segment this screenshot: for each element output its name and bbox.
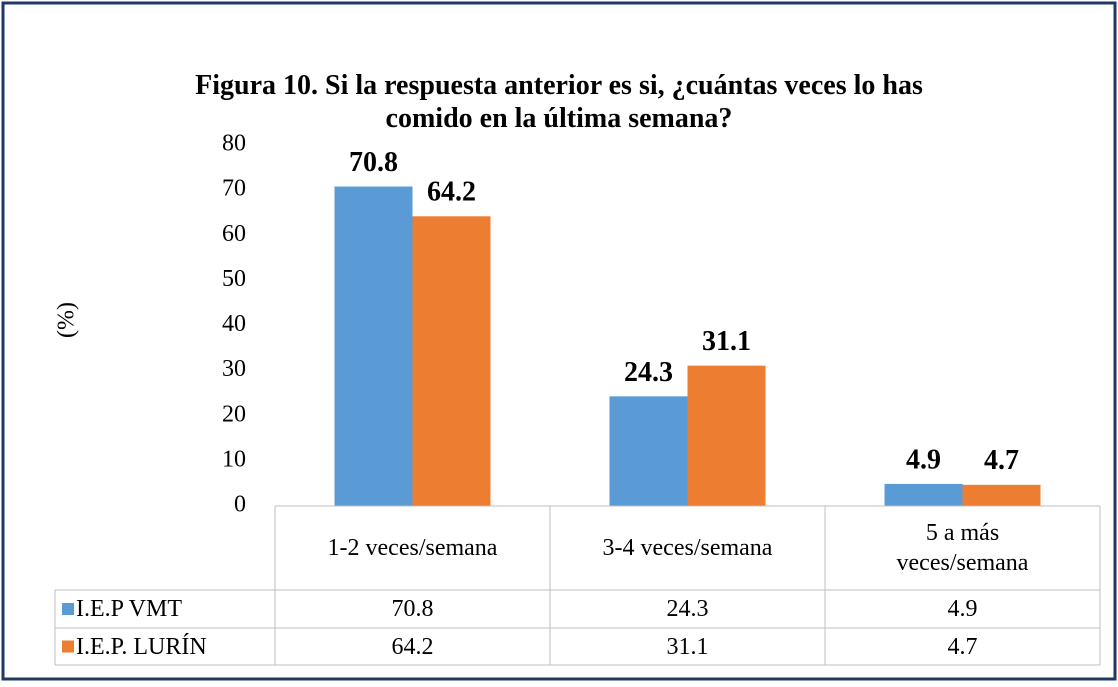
table-value-box: 24.3 bbox=[666, 596, 709, 622]
chart-title: Figura 10. Si la respuesta anterior es s… bbox=[195, 70, 923, 134]
table-value-box: 31.1 bbox=[666, 633, 709, 660]
table-value-box: 4.9 bbox=[947, 596, 978, 622]
legend-label: I.E.P. LURÍN bbox=[76, 633, 207, 660]
table-value-box: 4.7 bbox=[947, 633, 978, 660]
data-label: 31.1 bbox=[702, 326, 751, 357]
bar bbox=[962, 484, 1041, 506]
data-label: 64.2 bbox=[427, 177, 476, 208]
x-tick-label-box: 3-4 veces/semana bbox=[602, 535, 773, 561]
y-tick-label: 40 bbox=[222, 311, 246, 337]
data-label: 4.7 bbox=[984, 445, 1019, 476]
bar bbox=[609, 396, 688, 506]
y-tick-label: 10 bbox=[222, 446, 246, 472]
y-tick-label: 20 bbox=[222, 401, 246, 427]
x-tick-label: 3-4 veces/semana bbox=[602, 535, 773, 561]
bar bbox=[687, 365, 766, 506]
table-value-box: 70.8 bbox=[391, 596, 434, 622]
y-tick-label: 0 bbox=[234, 492, 246, 518]
legend-key bbox=[62, 640, 74, 653]
bar bbox=[334, 186, 413, 506]
data-label: 70.8 bbox=[349, 147, 398, 178]
table-value: 24.3 bbox=[666, 596, 709, 622]
x-tick-label: 1-2 veces/semana bbox=[327, 535, 498, 561]
legend-label-box: I.E.P. LURÍN bbox=[76, 633, 207, 660]
data-label: 24.3 bbox=[624, 357, 673, 388]
legend-label: I.E.P VMT bbox=[76, 596, 183, 622]
x-tick-label: 5 a más veces/semana bbox=[896, 520, 1029, 576]
x-tick-label-box: 1-2 veces/semana bbox=[327, 535, 498, 561]
title-box: Figura 10. Si la respuesta anterior es s… bbox=[195, 70, 923, 134]
y-tick-label: 70 bbox=[222, 176, 246, 202]
y-tick-label: 50 bbox=[222, 266, 246, 292]
bar bbox=[884, 483, 963, 506]
table-value: 64.2 bbox=[391, 633, 434, 660]
bar bbox=[412, 216, 491, 507]
legend-key bbox=[62, 603, 74, 615]
legend-label-box: I.E.P VMT bbox=[76, 596, 183, 622]
table-value: 31.1 bbox=[666, 633, 709, 660]
y-tick-label: 30 bbox=[222, 356, 246, 382]
y-axis-label: (%) bbox=[54, 302, 80, 338]
table-value: 70.8 bbox=[391, 596, 434, 622]
y-tick-label: 60 bbox=[222, 221, 246, 247]
table-value: 4.7 bbox=[947, 633, 978, 660]
data-label: 4.9 bbox=[906, 444, 941, 475]
table-value-box: 64.2 bbox=[391, 633, 434, 660]
x-tick-label-box: 5 a más veces/semana bbox=[896, 520, 1029, 576]
y-tick-label: 80 bbox=[222, 131, 246, 157]
table-value: 4.9 bbox=[947, 596, 978, 622]
